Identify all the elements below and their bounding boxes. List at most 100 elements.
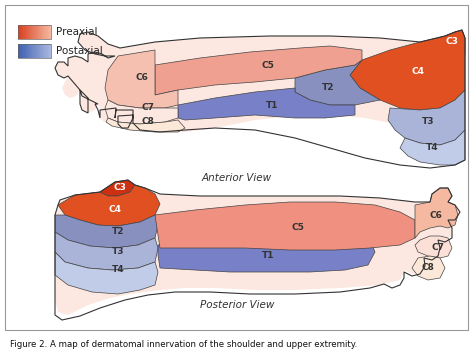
- Bar: [26, 44, 27, 58]
- Polygon shape: [430, 30, 465, 55]
- Text: Preaxial: Preaxial: [56, 27, 98, 37]
- Text: C5: C5: [292, 224, 304, 232]
- Bar: [21, 44, 22, 58]
- Bar: [46, 44, 48, 58]
- Bar: [18, 44, 19, 58]
- Polygon shape: [100, 180, 135, 196]
- Text: T2: T2: [112, 228, 124, 237]
- Bar: [38, 44, 39, 58]
- Bar: [18, 25, 19, 39]
- Text: C8: C8: [142, 118, 155, 126]
- Text: C3: C3: [114, 184, 127, 192]
- Bar: [26, 25, 27, 39]
- Text: T1: T1: [262, 250, 274, 260]
- Bar: [30, 44, 31, 58]
- Polygon shape: [106, 118, 185, 132]
- Bar: [45, 25, 46, 39]
- Bar: [41, 25, 42, 39]
- Text: Anterior View: Anterior View: [202, 173, 272, 183]
- Polygon shape: [400, 130, 465, 165]
- Polygon shape: [105, 100, 178, 124]
- Bar: [24, 44, 25, 58]
- Polygon shape: [415, 188, 458, 238]
- Bar: [48, 44, 49, 58]
- Bar: [46, 25, 47, 39]
- Bar: [25, 44, 26, 58]
- Text: C6: C6: [429, 211, 442, 220]
- Bar: [43, 44, 45, 58]
- Bar: [35, 44, 36, 58]
- Bar: [41, 44, 42, 58]
- Bar: [24, 25, 25, 39]
- Bar: [36, 44, 37, 58]
- Bar: [50, 25, 51, 39]
- Polygon shape: [158, 234, 375, 272]
- Polygon shape: [155, 46, 362, 95]
- Bar: [49, 44, 50, 58]
- Bar: [29, 44, 30, 58]
- Bar: [18, 44, 51, 58]
- Bar: [20, 44, 21, 58]
- Bar: [46, 44, 47, 58]
- Polygon shape: [105, 50, 178, 108]
- Bar: [20, 25, 21, 39]
- Text: Figure 2. A map of dermatomal innervation of the shoulder and upper extremity.: Figure 2. A map of dermatomal innervatio…: [10, 340, 357, 349]
- Bar: [48, 25, 49, 39]
- Bar: [39, 44, 40, 58]
- Bar: [19, 25, 20, 39]
- Bar: [29, 25, 30, 39]
- Bar: [36, 44, 38, 58]
- Bar: [28, 44, 29, 58]
- Polygon shape: [155, 202, 415, 250]
- Text: C7: C7: [142, 103, 155, 113]
- Bar: [43, 25, 45, 39]
- Text: C6: C6: [136, 73, 148, 82]
- Bar: [40, 44, 41, 58]
- Bar: [32, 25, 34, 39]
- Bar: [25, 25, 26, 39]
- Bar: [19, 44, 20, 58]
- Bar: [22, 44, 24, 58]
- Text: C3: C3: [446, 37, 458, 46]
- Text: T2: T2: [322, 83, 334, 93]
- Bar: [33, 44, 35, 58]
- Text: T3: T3: [422, 118, 434, 126]
- Bar: [32, 44, 34, 58]
- Bar: [49, 25, 50, 39]
- Bar: [45, 44, 46, 58]
- Polygon shape: [55, 232, 158, 270]
- Bar: [40, 25, 41, 39]
- Text: T1: T1: [266, 101, 278, 110]
- Text: T4: T4: [426, 143, 438, 152]
- Bar: [36, 25, 38, 39]
- Bar: [42, 44, 44, 58]
- Polygon shape: [55, 32, 465, 160]
- Text: Posterior View: Posterior View: [200, 300, 274, 310]
- Bar: [33, 25, 35, 39]
- Bar: [38, 25, 39, 39]
- Bar: [22, 25, 24, 39]
- Bar: [50, 44, 51, 58]
- Text: C4: C4: [109, 205, 121, 215]
- FancyBboxPatch shape: [5, 5, 468, 330]
- Text: C4: C4: [411, 68, 425, 77]
- Bar: [27, 25, 28, 39]
- Text: C8: C8: [421, 264, 435, 273]
- Polygon shape: [295, 60, 380, 105]
- Polygon shape: [350, 30, 465, 110]
- Bar: [35, 25, 36, 39]
- Bar: [30, 25, 31, 39]
- Bar: [42, 25, 44, 39]
- Bar: [18, 25, 51, 39]
- Text: C7: C7: [431, 244, 445, 253]
- Bar: [31, 25, 32, 39]
- Polygon shape: [388, 90, 465, 145]
- Polygon shape: [412, 256, 445, 280]
- Bar: [31, 44, 32, 58]
- Text: Postaxial: Postaxial: [56, 46, 103, 56]
- Bar: [28, 25, 29, 39]
- Bar: [39, 25, 40, 39]
- Polygon shape: [55, 252, 158, 294]
- Bar: [36, 25, 37, 39]
- Polygon shape: [55, 215, 158, 248]
